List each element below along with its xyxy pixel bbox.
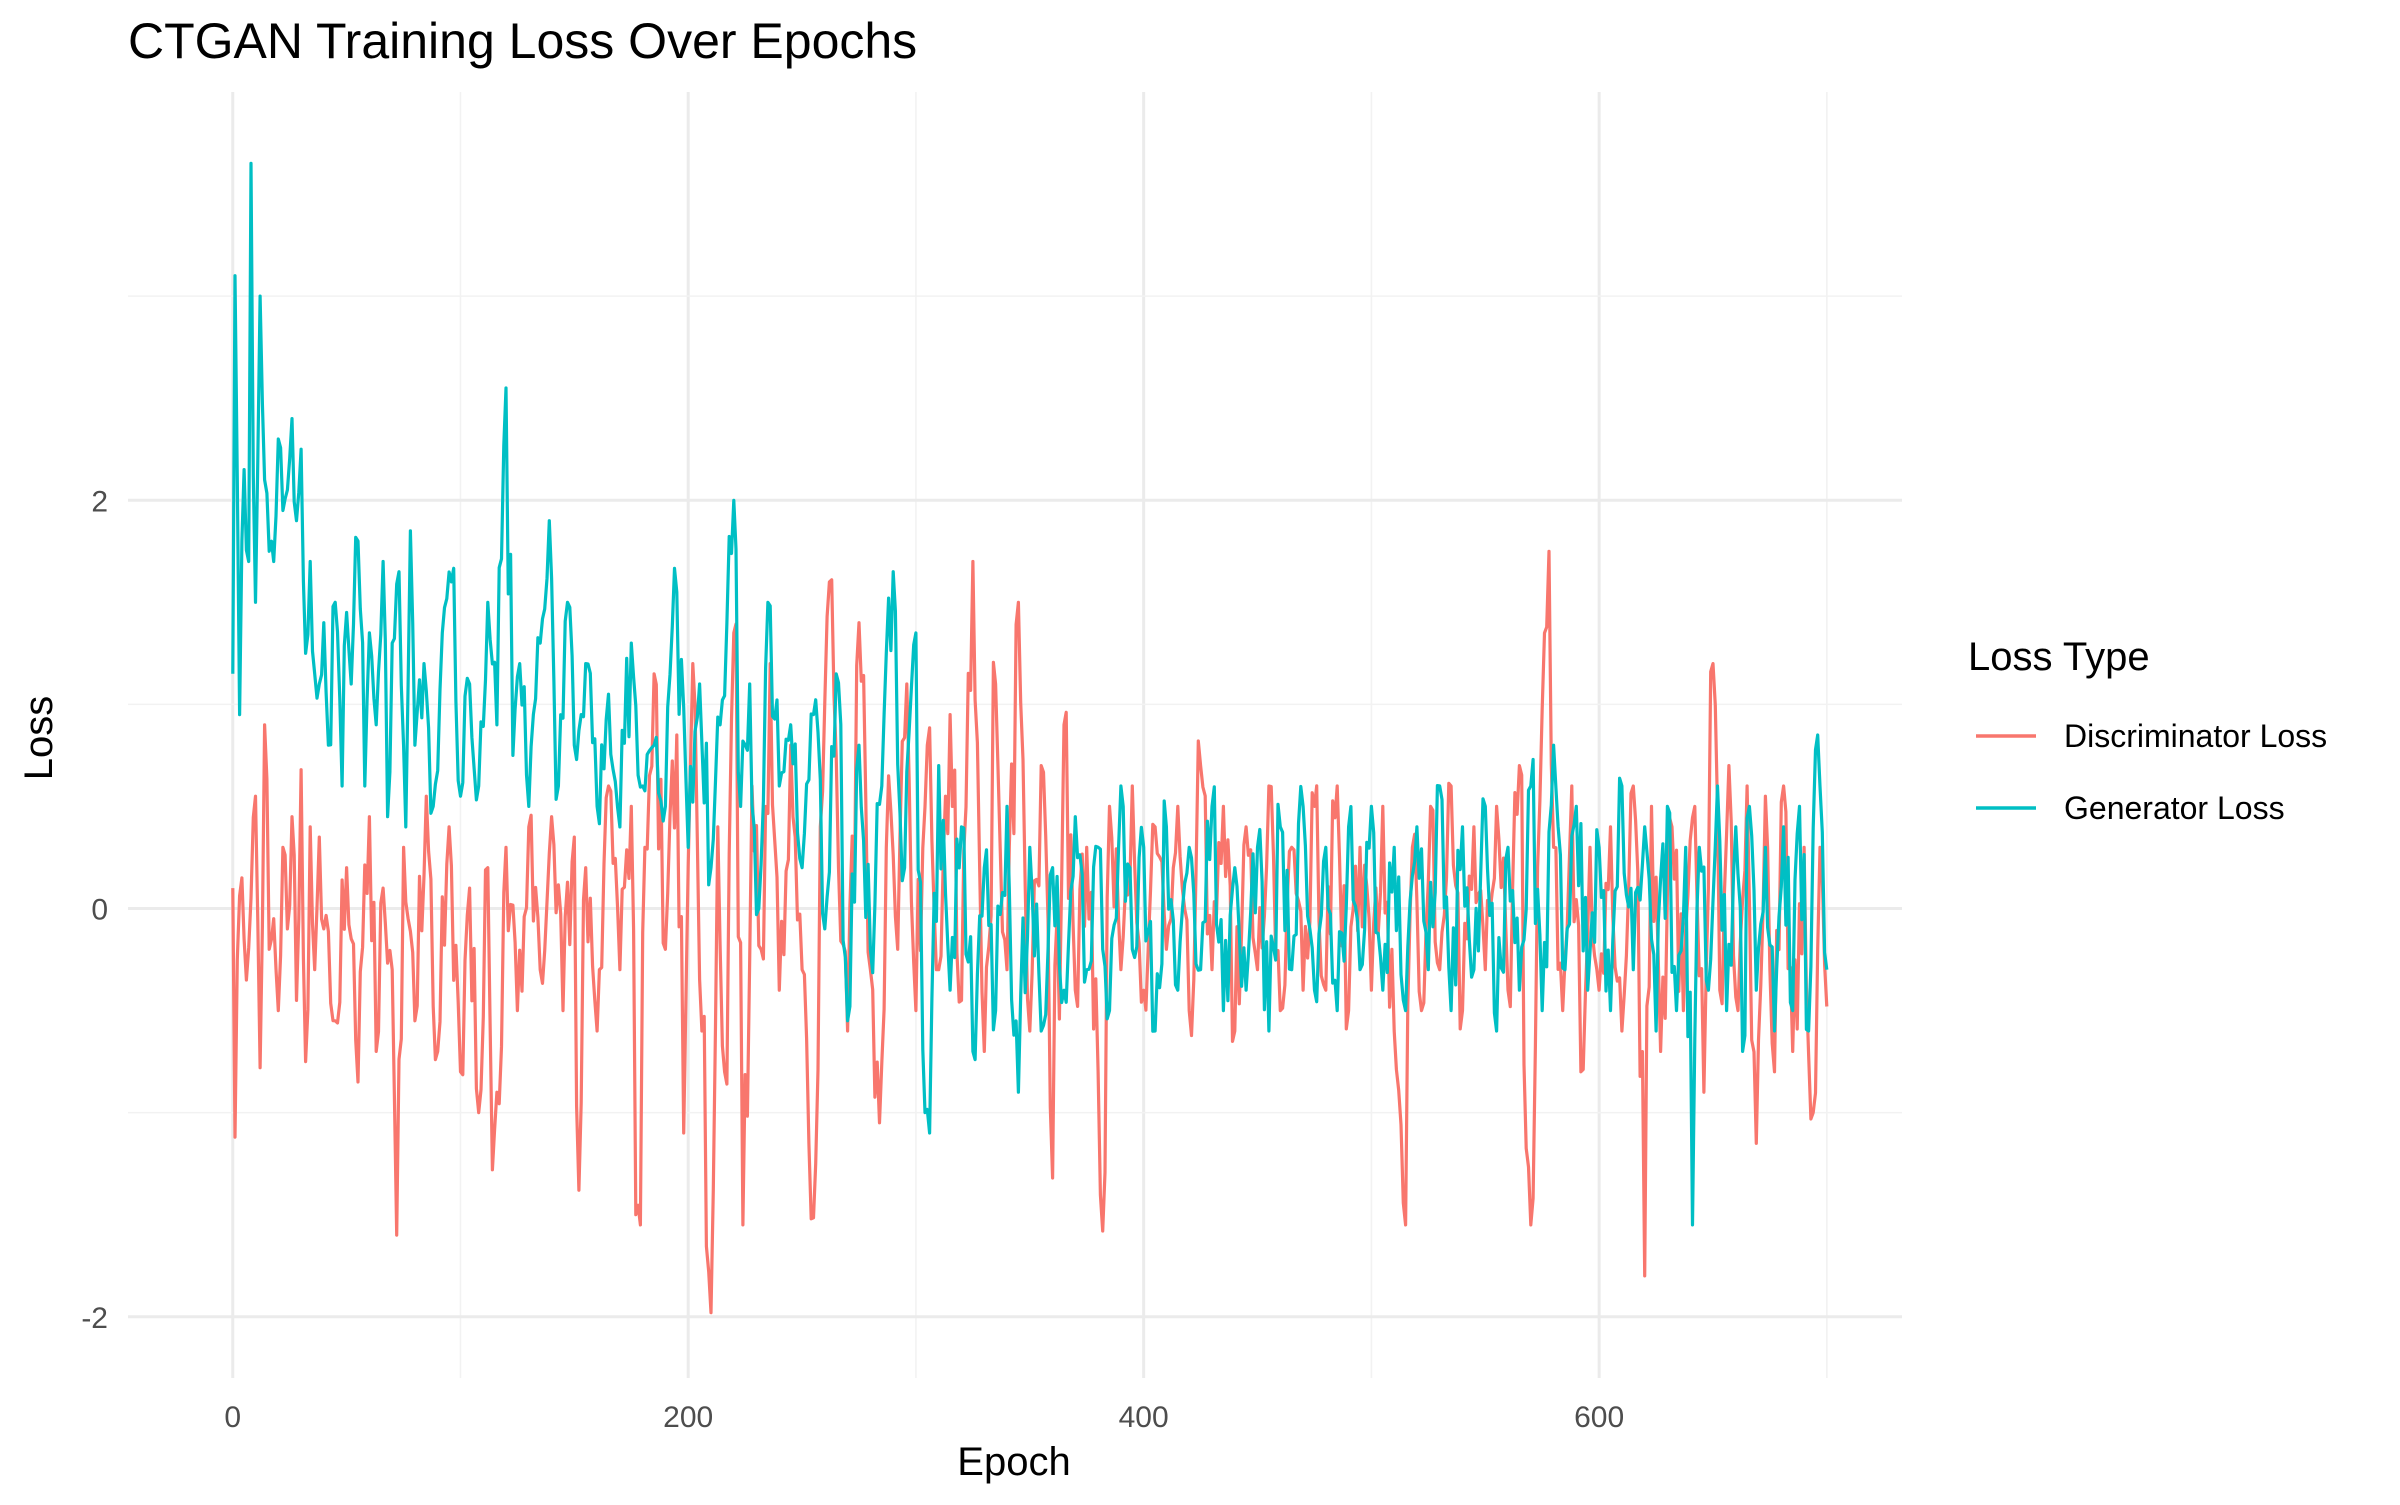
y-tick-label: 0 xyxy=(91,894,108,927)
x-tick-label: 200 xyxy=(663,1401,713,1434)
x-tick-label: 400 xyxy=(1119,1401,1169,1434)
axes: 0 200 400 600 -2 0 2 xyxy=(81,485,1624,1434)
legend-label: Generator Loss xyxy=(2064,790,2285,826)
series-line-discriminator xyxy=(231,549,1829,1315)
x-axis-label: Epoch xyxy=(957,1440,1070,1484)
chart-title: CTGAN Training Loss Over Epochs xyxy=(128,13,917,69)
legend-label: Discriminator Loss xyxy=(2064,718,2327,754)
x-tick-label: 0 xyxy=(224,1401,241,1434)
y-tick-label: -2 xyxy=(81,1302,108,1335)
x-tick-label: 600 xyxy=(1574,1401,1624,1434)
series-lines xyxy=(231,161,1829,1315)
legend-title: Loss Type xyxy=(1968,635,2150,679)
y-tick-label: 2 xyxy=(91,485,108,518)
y-axis-label: Loss xyxy=(17,696,61,781)
legend: Loss Type Discriminator Loss Generator Lo… xyxy=(1968,635,2327,826)
legend-items: Discriminator Loss Generator Loss xyxy=(1976,718,2327,826)
series-line-generator xyxy=(231,161,1829,1227)
